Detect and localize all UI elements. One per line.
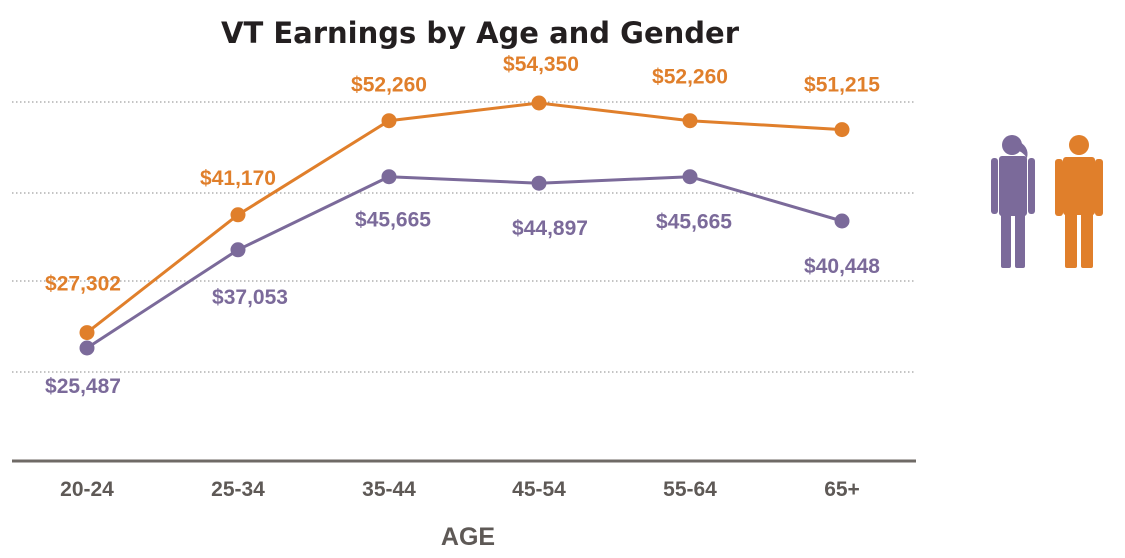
x-tick-label: 55-64 — [663, 478, 717, 501]
series-line-purple — [86, 175, 843, 350]
data-label: $51,215 — [804, 74, 880, 97]
data-label: $27,302 — [45, 273, 121, 296]
data-point — [381, 169, 397, 185]
data-label: $41,170 — [200, 167, 276, 190]
x-tick-label: 65+ — [824, 478, 860, 501]
x-tick-label: 35-44 — [362, 478, 416, 501]
man-icon — [1055, 135, 1103, 268]
x-tick-label: 45-54 — [512, 478, 566, 501]
data-label: $37,053 — [212, 286, 288, 309]
data-point — [230, 242, 246, 258]
x-axis-title: AGE — [441, 523, 495, 551]
data-label: $40,448 — [804, 255, 880, 278]
data-point — [531, 95, 547, 111]
data-point — [834, 213, 850, 229]
data-label: $52,260 — [351, 74, 427, 97]
data-point — [682, 113, 698, 129]
x-tick-labels: 20-24 25-34 35-44 45-54 55-64 65+ — [60, 478, 860, 501]
chart-title: VT Earnings by Age and Gender — [221, 16, 739, 50]
woman-icon — [991, 135, 1035, 268]
data-point — [79, 325, 95, 341]
data-point — [230, 207, 246, 223]
data-point — [682, 169, 698, 185]
data-point — [381, 113, 397, 129]
data-point — [531, 175, 547, 191]
data-point — [79, 340, 95, 356]
legend — [991, 135, 1103, 268]
data-label: $45,665 — [656, 211, 732, 234]
series-orange: $27,302 $41,170 $52,260 $54,350 $52,260 $51,2… — [45, 53, 880, 341]
grid — [12, 101, 916, 373]
data-label: $45,665 — [355, 209, 431, 232]
data-point — [834, 122, 850, 138]
data-label: $52,260 — [652, 66, 728, 89]
data-label: $54,350 — [503, 53, 579, 76]
data-label: $44,897 — [512, 217, 588, 240]
series-line-orange — [86, 101, 843, 334]
series-group: $25,487 $37,053 $45,665 $44,897 $45,665 $40,4… — [45, 53, 880, 398]
x-tick-label: 20-24 — [60, 478, 114, 501]
series-purple: $25,487 $37,053 $45,665 $44,897 $45,665 $40,4… — [45, 169, 880, 398]
data-label: $25,487 — [45, 375, 121, 398]
x-tick-label: 25-34 — [211, 478, 265, 501]
